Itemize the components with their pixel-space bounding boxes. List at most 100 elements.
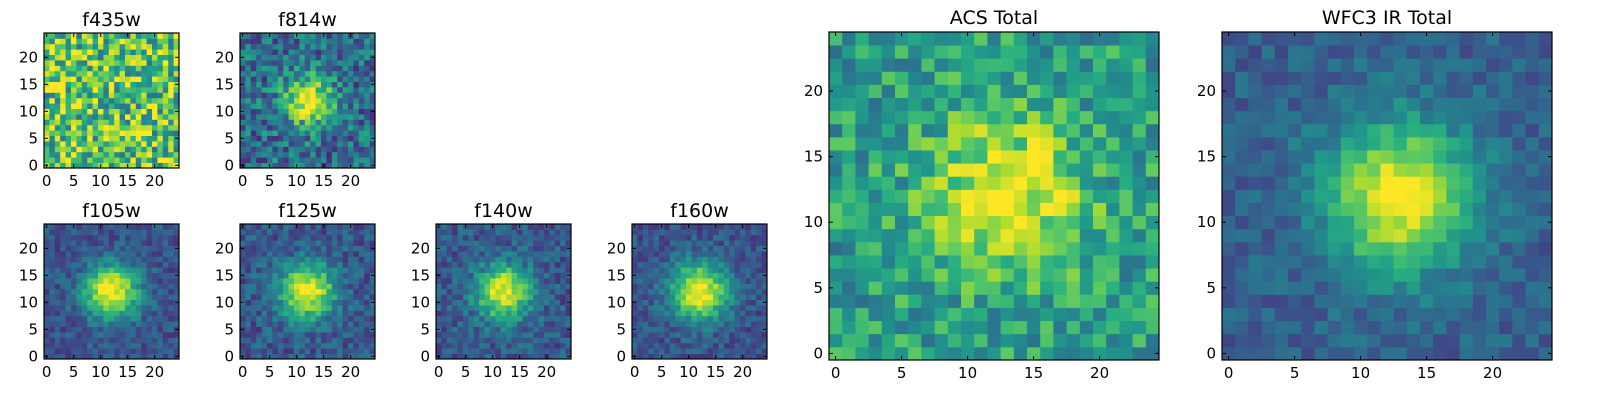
- heatmap-cell: [250, 81, 257, 88]
- heatmap-cell: [522, 353, 529, 360]
- heatmap-cell: [648, 261, 654, 268]
- heatmap-cell: [152, 251, 158, 257]
- heatmap-cell: [675, 332, 681, 338]
- heatmap-cell: [76, 70, 83, 77]
- heatmap-cell: [256, 245, 262, 252]
- heatmap-cell: [1106, 176, 1120, 190]
- heatmap-cell: [729, 299, 735, 306]
- heatmap-cell: [1248, 202, 1262, 217]
- heatmap-cell: [490, 256, 496, 263]
- heatmap-cell: [1314, 333, 1328, 348]
- heatmap-cell: [310, 310, 316, 317]
- heatmap-cell: [283, 229, 289, 236]
- heatmap-cell: [342, 245, 349, 252]
- heatmap-cell: [1066, 294, 1081, 308]
- heatmap-cell: [277, 135, 284, 142]
- heatmap-cell: [76, 162, 83, 169]
- heatmap-cell: [146, 224, 153, 230]
- heatmap-cell: [103, 114, 110, 120]
- heatmap-cell: [1119, 241, 1133, 256]
- heatmap-cell: [272, 81, 279, 88]
- heatmap-cell: [565, 229, 572, 236]
- heatmap-cell: [81, 337, 88, 344]
- heatmap-cell: [868, 32, 883, 46]
- heatmap-cell: [304, 135, 311, 142]
- heatmap-cell: [702, 267, 708, 273]
- heatmap-cell: [168, 288, 174, 295]
- heatmap-cell: [675, 256, 681, 263]
- heatmap-cell: [288, 337, 295, 344]
- heatmap-cell: [1486, 163, 1500, 177]
- heatmap-cell: [146, 124, 153, 131]
- heatmap-cell: [321, 124, 327, 131]
- heatmap-cell: [331, 38, 338, 45]
- heatmap-cell: [342, 278, 349, 284]
- heatmap-cell: [495, 224, 502, 230]
- heatmap-cell: [659, 326, 665, 333]
- heatmap-cell: [506, 261, 512, 268]
- heatmap-cell: [457, 326, 464, 333]
- heatmap-cell: [729, 288, 735, 295]
- heatmap-cell: [511, 288, 518, 295]
- heatmap-cell: [560, 256, 566, 263]
- heatmap-cell: [173, 33, 180, 39]
- y-tick-label: 5: [28, 129, 38, 147]
- heatmap-cell: [750, 267, 757, 273]
- heatmap-cell: [256, 288, 262, 295]
- heatmap-cell: [114, 278, 120, 284]
- heatmap-cell: [669, 294, 676, 300]
- heatmap-cell: [659, 321, 665, 327]
- heatmap-cell: [141, 256, 147, 263]
- heatmap-cell: [517, 305, 523, 311]
- heatmap-cell: [1340, 333, 1355, 348]
- heatmap-cell: [81, 288, 88, 295]
- heatmap-cell: [479, 229, 485, 236]
- heatmap-cell: [119, 272, 126, 279]
- heatmap-cell: [326, 240, 333, 246]
- heatmap-cell: [1486, 281, 1500, 295]
- heatmap-cell: [141, 135, 147, 142]
- heatmap-cell: [675, 315, 681, 322]
- heatmap-cell: [473, 337, 480, 344]
- heatmap-cell: [256, 224, 262, 230]
- heatmap-cell: [1288, 307, 1302, 322]
- heatmap-cell: [261, 146, 268, 153]
- heatmap-cell: [114, 342, 120, 349]
- heatmap-cell: [315, 251, 322, 257]
- heatmap-cell: [560, 267, 566, 273]
- y-tick-label: 20: [215, 48, 234, 66]
- heatmap-cell: [250, 305, 257, 311]
- heatmap-cell: [1433, 202, 1447, 217]
- heatmap-cell: [277, 337, 284, 344]
- heatmap-cell: [342, 234, 349, 241]
- heatmap-cell: [157, 92, 164, 99]
- heatmap-cell: [436, 240, 442, 246]
- heatmap-cell: [326, 97, 333, 104]
- heatmap-cell: [81, 283, 88, 290]
- heatmap-cell: [1132, 268, 1147, 282]
- heatmap-cell: [146, 141, 153, 147]
- heatmap-cell: [256, 342, 262, 349]
- heatmap-cell: [723, 342, 730, 349]
- heatmap-cell: [157, 245, 164, 252]
- heatmap-cell: [1066, 84, 1081, 98]
- heatmap-cell: [538, 278, 545, 284]
- heatmap-cell: [60, 337, 66, 344]
- heatmap-cell: [65, 294, 72, 300]
- heatmap-cell: [294, 70, 300, 77]
- heatmap-cell: [446, 245, 453, 252]
- heatmap-cell: [98, 70, 104, 77]
- heatmap-cell: [60, 60, 66, 66]
- heatmap-cell: [108, 240, 115, 246]
- heatmap-cell: [1013, 268, 1028, 282]
- heatmap-cell: [267, 141, 273, 147]
- heatmap-cell: [54, 108, 61, 115]
- heatmap-cell: [495, 267, 502, 273]
- heatmap-cell: [868, 150, 883, 164]
- heatmap-cell: [756, 240, 762, 246]
- heatmap-cell: [987, 320, 1001, 335]
- heatmap-cell: [664, 224, 671, 230]
- heatmap-cell: [125, 43, 131, 50]
- heatmap-cell: [452, 353, 458, 360]
- heatmap-cell: [152, 92, 158, 99]
